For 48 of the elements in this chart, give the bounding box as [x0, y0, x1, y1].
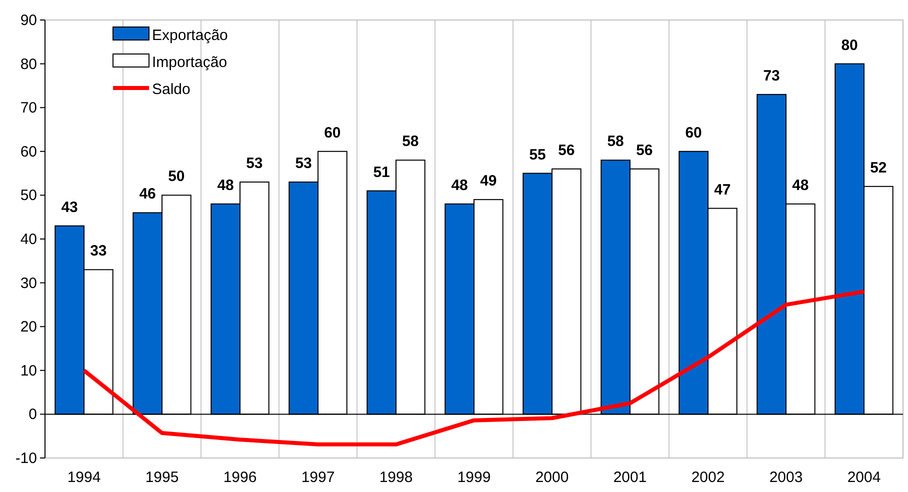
x-tick-label: 1999 [457, 469, 491, 486]
x-tick-label: 2000 [535, 469, 569, 486]
y-tick-label: 10 [20, 362, 37, 380]
x-tick-label: 1998 [379, 469, 413, 486]
data-label: 50 [168, 168, 185, 186]
x-tick-label: 1997 [301, 469, 335, 486]
data-label: 55 [529, 146, 546, 164]
y-tick-label: 80 [20, 56, 37, 73]
x-tick-label: 2002 [691, 469, 725, 486]
y-tick-label: 30 [20, 274, 37, 292]
data-label: 56 [636, 142, 653, 159]
data-label: 53 [246, 155, 263, 172]
x-tick-label: 2003 [769, 469, 803, 486]
legend-label: Saldo [152, 81, 190, 98]
data-label: 33 [90, 242, 107, 260]
data-label: 48 [217, 176, 234, 194]
x-tick-label: 2001 [613, 469, 647, 486]
data-label: 80 [841, 36, 858, 54]
data-label: 53 [295, 155, 312, 172]
y-tick-label: 20 [20, 318, 37, 336]
data-label: 47 [714, 181, 731, 198]
y-tick-label: 90 [20, 12, 37, 29]
y-tick-label: 60 [20, 143, 37, 160]
y-tick-label: 40 [20, 231, 37, 248]
data-label: 48 [792, 176, 809, 194]
y-tick-label: 0 [28, 406, 37, 424]
data-label: 46 [139, 186, 156, 203]
data-label: 43 [61, 198, 78, 216]
data-label: 58 [607, 133, 624, 150]
x-tick-label: 1995 [145, 469, 179, 486]
data-label: 49 [480, 172, 497, 190]
y-tick-label: 70 [20, 100, 37, 117]
data-label: 56 [558, 142, 575, 159]
data-label: 51 [373, 164, 390, 181]
data-label: 58 [402, 133, 419, 150]
legend-label: Importação [152, 54, 228, 71]
data-label: 52 [870, 159, 887, 176]
x-tick-label: 1996 [223, 469, 257, 486]
data-label: 73 [763, 67, 780, 84]
y-tick-label: 50 [20, 187, 37, 204]
x-tick-label: 2004 [847, 469, 881, 486]
y-tick-label: -10 [15, 450, 37, 467]
data-label: 48 [451, 176, 468, 194]
data-label: 60 [685, 124, 702, 142]
line-series [82, 290, 866, 446]
x-tick-label: 1994 [67, 469, 101, 486]
legend-label: Exportação [152, 27, 228, 44]
data-label: 60 [324, 124, 341, 142]
